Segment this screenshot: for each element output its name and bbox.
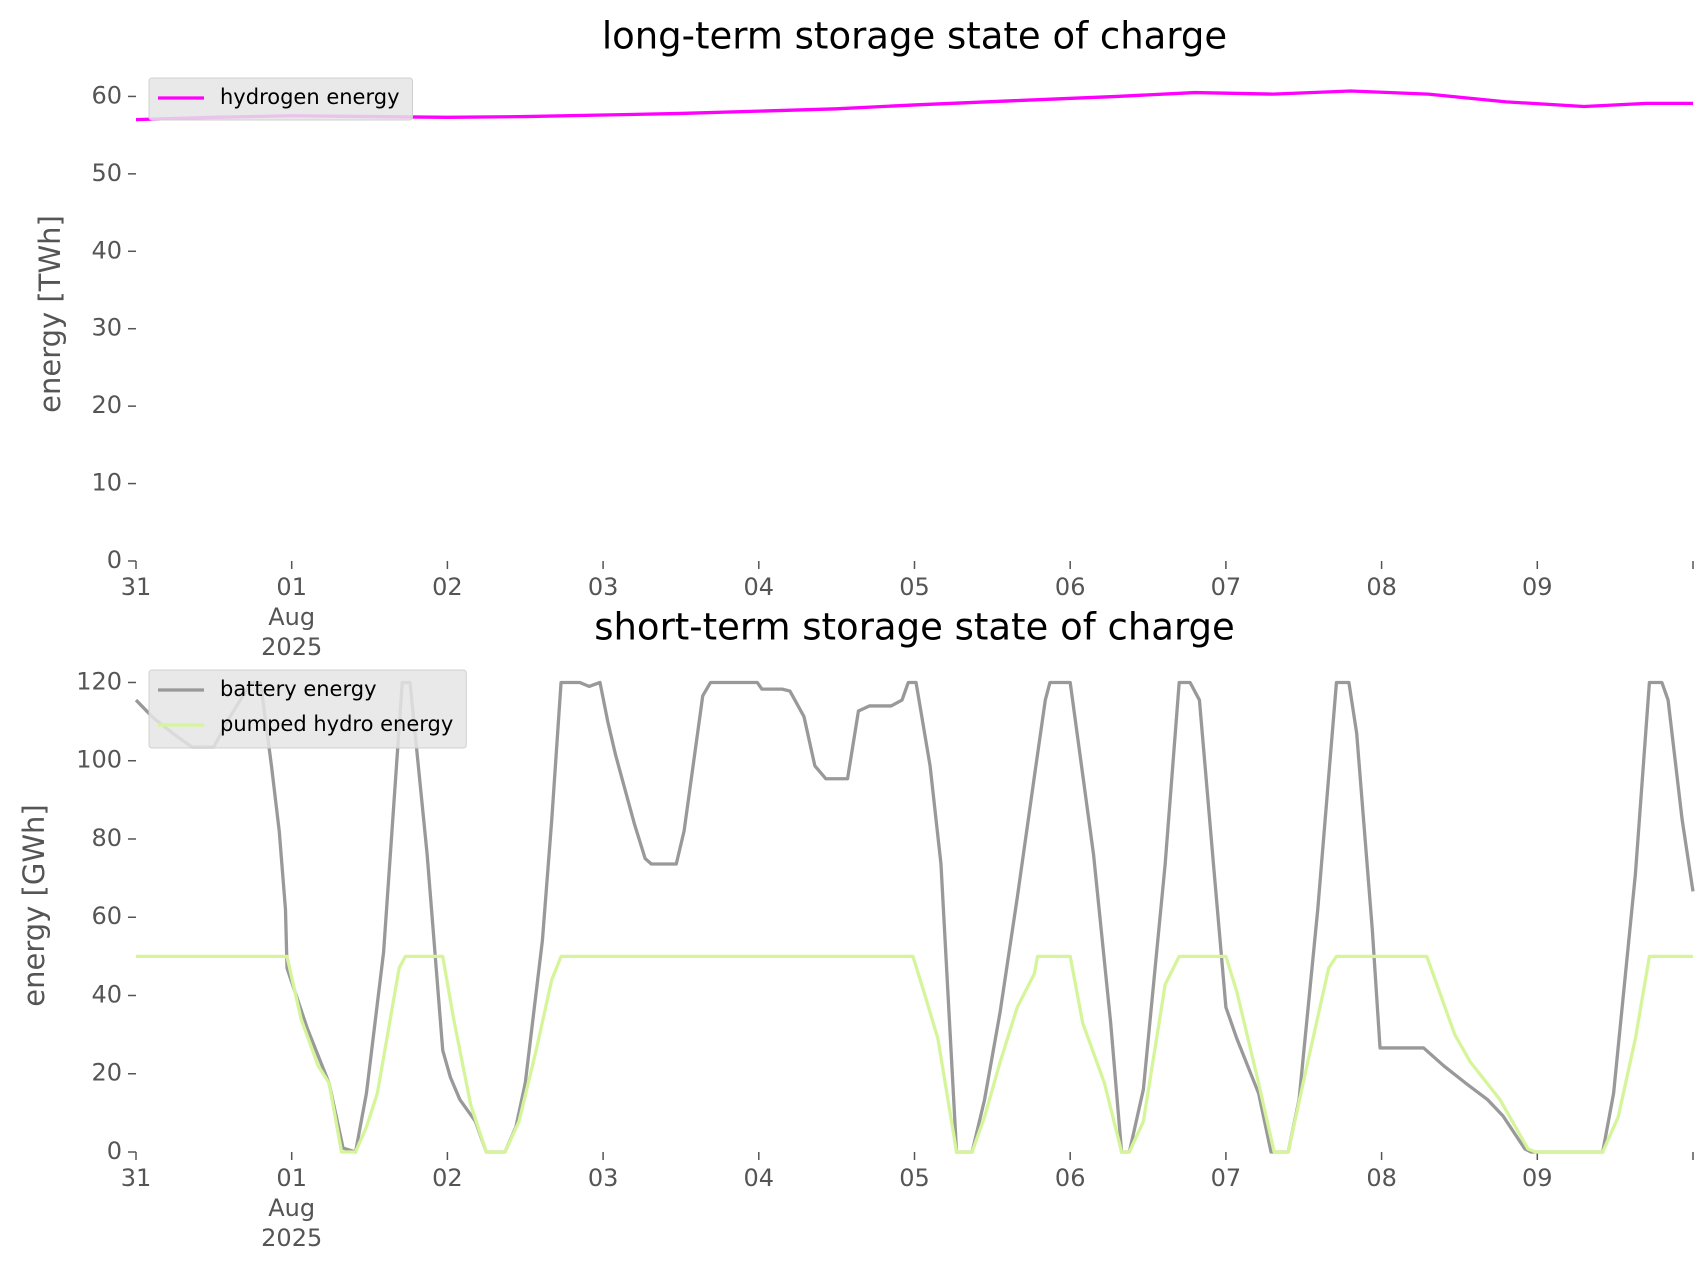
y-tick-label: 20 <box>91 391 122 419</box>
x-tick-label: 02 <box>432 1164 463 1192</box>
legend: hydrogen energy <box>148 77 413 121</box>
chart-title: short-term storage state of charge <box>594 606 1235 649</box>
x-tick-label: 09 <box>1522 1164 1553 1192</box>
x-tick-label: 04 <box>744 573 775 601</box>
y-tick-label: 0 <box>107 1137 122 1165</box>
y-tick-label: 60 <box>91 81 122 109</box>
x-tick-label: 01 Aug 2025 <box>261 573 322 661</box>
x-tick-label: 07 <box>1211 573 1242 601</box>
legend-label: pumped hydro energy <box>220 712 453 736</box>
x-tick-label: 09 <box>1522 573 1553 601</box>
x-tick-label: 01 Aug 2025 <box>261 1164 322 1252</box>
legend-label: battery energy <box>220 677 377 701</box>
legend-box <box>148 77 413 121</box>
y-tick-label: 120 <box>76 667 122 695</box>
y-tick-label: 60 <box>91 902 122 930</box>
x-tick-label: 05 <box>899 573 930 601</box>
y-tick-label: 80 <box>91 824 122 852</box>
x-tick-label: 08 <box>1366 573 1397 601</box>
chart-title: long-term storage state of charge <box>602 15 1227 58</box>
x-tick-label: 31 <box>121 1164 152 1192</box>
x-tick-label: 06 <box>1055 1164 1086 1192</box>
y-tick-label: 20 <box>91 1059 122 1087</box>
y-tick-label: 50 <box>91 159 122 187</box>
x-tick-label: 03 <box>588 573 619 601</box>
legend: battery energy pumped hydro energy <box>148 669 467 749</box>
y-tick-label: 30 <box>91 314 122 342</box>
y-axis-label: energy [GWh] <box>17 804 51 1006</box>
y-tick-label: 10 <box>91 469 122 497</box>
x-tick-label: 07 <box>1211 1164 1242 1192</box>
legend-box <box>148 669 467 749</box>
legend-label: hydrogen energy <box>220 85 400 109</box>
x-tick-label: 04 <box>744 1164 775 1192</box>
x-tick-label: 06 <box>1055 573 1086 601</box>
x-tick-label: 02 <box>432 573 463 601</box>
series-line <box>134 680 1695 1154</box>
series-line <box>136 954 1693 1154</box>
x-tick-label: 05 <box>899 1164 930 1192</box>
x-tick-label: 03 <box>588 1164 619 1192</box>
y-tick-label: 0 <box>107 546 122 574</box>
y-tick-label: 40 <box>91 236 122 264</box>
y-axis-label: energy [TWh] <box>33 215 67 413</box>
y-tick-label: 100 <box>76 746 122 774</box>
y-tick-label: 40 <box>91 980 122 1008</box>
x-tick-label: 08 <box>1366 1164 1397 1192</box>
x-tick-label: 31 <box>121 573 152 601</box>
